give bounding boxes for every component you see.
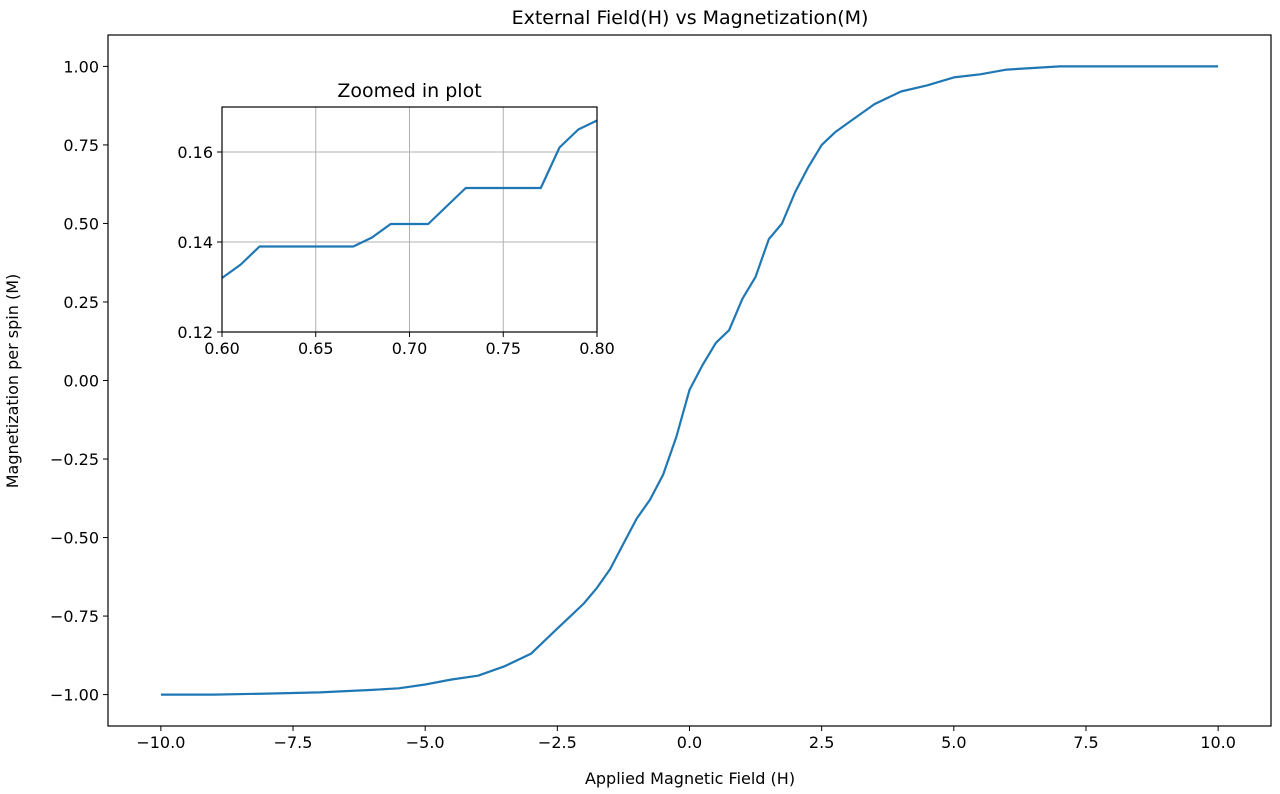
main-y-tick-label: −0.25 (50, 450, 99, 469)
inset-y-tick-label: 0.14 (177, 233, 213, 252)
main-axes-frame (107, 34, 1272, 727)
main-x-tick-label: −10.0 (136, 733, 185, 752)
inset-y-tick-label: 0.12 (177, 323, 213, 342)
main-x-tick-label: −7.5 (274, 733, 313, 752)
main-x-tick-label: 2.5 (809, 733, 834, 752)
inset-x-tick-label: 0.65 (298, 339, 334, 358)
inset-y-tick-label: 0.16 (177, 143, 213, 162)
main-y-tick-label: 0.00 (63, 372, 99, 391)
main-y-tick-label: 1.00 (63, 57, 99, 76)
x-axis-label: Applied Magnetic Field (H) (585, 769, 795, 788)
main-y-tick-label: −1.00 (50, 686, 99, 705)
chart-title: External Field(H) vs Magnetization(M) (512, 7, 869, 29)
main-x-tick-label: 10.0 (1200, 733, 1236, 752)
inset-x-tick-label: 0.75 (485, 339, 521, 358)
inset-axes-frame (221, 106, 598, 333)
main-x-tick-label: −5.0 (406, 733, 445, 752)
inset-data-line (221, 119, 598, 279)
main-y-tick-label: 0.25 (63, 293, 99, 312)
main-y-tick-label: 0.50 (63, 214, 99, 233)
main-x-tick-label: 7.5 (1073, 733, 1098, 752)
main-y-tick-label: 0.75 (63, 136, 99, 155)
inset-title: Zoomed in plot (337, 80, 481, 102)
main-x-tick-label: 0.0 (677, 733, 702, 752)
inset-x-tick-label: 0.60 (204, 339, 240, 358)
main-y-tick-label: −0.50 (50, 529, 99, 548)
main-x-tick-label: 5.0 (941, 733, 966, 752)
y-axis-label: Magnetization per spin (M) (3, 274, 22, 489)
inset-x-tick-label: 0.70 (392, 339, 428, 358)
main-y-tick-label: −0.75 (50, 607, 99, 626)
inset-x-tick-label: 0.80 (579, 339, 615, 358)
main-x-tick-label: −2.5 (538, 733, 577, 752)
main-data-line (160, 65, 1219, 696)
